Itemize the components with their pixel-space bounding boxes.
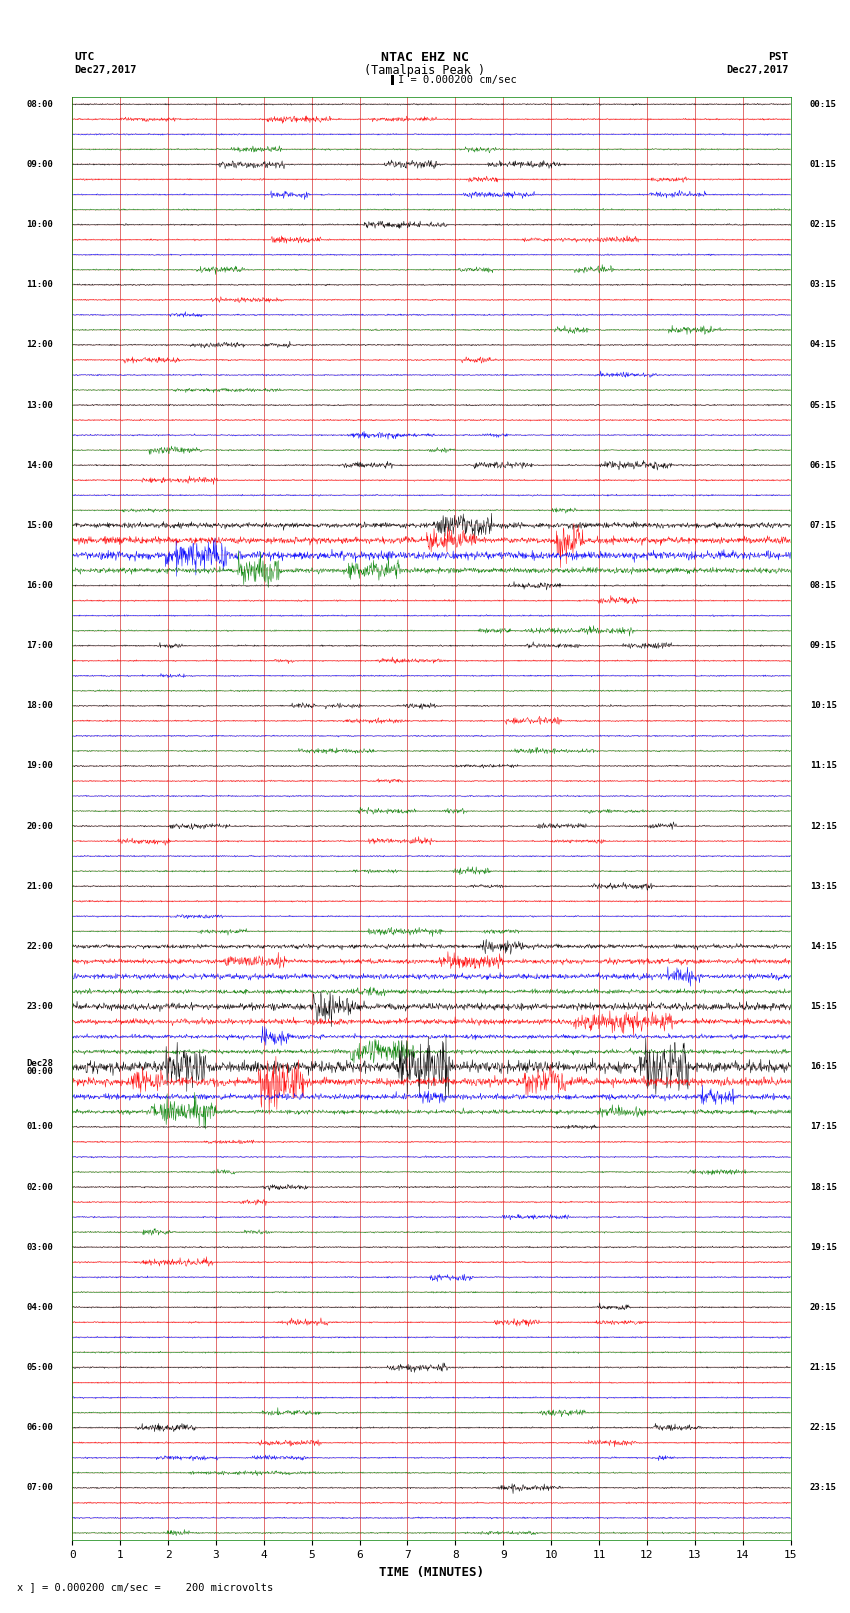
X-axis label: TIME (MINUTES): TIME (MINUTES) bbox=[379, 1566, 484, 1579]
Text: 13:15: 13:15 bbox=[810, 882, 836, 890]
Text: 17:00: 17:00 bbox=[26, 640, 53, 650]
Text: 23:15: 23:15 bbox=[810, 1484, 836, 1492]
Text: 08:15: 08:15 bbox=[810, 581, 836, 590]
Text: 18:00: 18:00 bbox=[26, 702, 53, 710]
Text: 04:15: 04:15 bbox=[810, 340, 836, 350]
Text: 18:15: 18:15 bbox=[810, 1182, 836, 1192]
Text: 15:00: 15:00 bbox=[26, 521, 53, 529]
Text: PST: PST bbox=[768, 52, 789, 63]
Text: NTAC EHZ NC: NTAC EHZ NC bbox=[381, 50, 469, 65]
Text: x ] = 0.000200 cm/sec =    200 microvolts: x ] = 0.000200 cm/sec = 200 microvolts bbox=[17, 1582, 273, 1592]
Text: 01:00: 01:00 bbox=[26, 1123, 53, 1131]
Text: 22:00: 22:00 bbox=[26, 942, 53, 952]
Text: 19:15: 19:15 bbox=[810, 1242, 836, 1252]
Text: 11:15: 11:15 bbox=[810, 761, 836, 771]
Text: 23:00: 23:00 bbox=[26, 1002, 53, 1011]
Text: 03:00: 03:00 bbox=[26, 1242, 53, 1252]
Text: I = 0.000200 cm/sec: I = 0.000200 cm/sec bbox=[398, 74, 517, 85]
Text: 20:00: 20:00 bbox=[26, 821, 53, 831]
Text: 09:15: 09:15 bbox=[810, 640, 836, 650]
Text: 14:00: 14:00 bbox=[26, 461, 53, 469]
Text: 08:00: 08:00 bbox=[26, 100, 53, 108]
Text: 13:00: 13:00 bbox=[26, 400, 53, 410]
Text: 10:00: 10:00 bbox=[26, 219, 53, 229]
Text: 15:15: 15:15 bbox=[810, 1002, 836, 1011]
Text: 06:00: 06:00 bbox=[26, 1423, 53, 1432]
Text: 00:15: 00:15 bbox=[810, 100, 836, 108]
Text: Dec27,2017: Dec27,2017 bbox=[726, 65, 789, 76]
Text: 05:00: 05:00 bbox=[26, 1363, 53, 1373]
Text: UTC: UTC bbox=[74, 52, 94, 63]
Text: 19:00: 19:00 bbox=[26, 761, 53, 771]
Text: 02:15: 02:15 bbox=[810, 219, 836, 229]
Text: 12:15: 12:15 bbox=[810, 821, 836, 831]
Text: 07:15: 07:15 bbox=[810, 521, 836, 529]
Text: 11:00: 11:00 bbox=[26, 281, 53, 289]
Text: 01:15: 01:15 bbox=[810, 160, 836, 169]
Text: 22:15: 22:15 bbox=[810, 1423, 836, 1432]
Text: Dec27,2017: Dec27,2017 bbox=[74, 65, 137, 76]
Text: 06:15: 06:15 bbox=[810, 461, 836, 469]
Text: 10:15: 10:15 bbox=[810, 702, 836, 710]
Text: 21:00: 21:00 bbox=[26, 882, 53, 890]
Text: 20:15: 20:15 bbox=[810, 1303, 836, 1311]
Text: 04:00: 04:00 bbox=[26, 1303, 53, 1311]
Text: 17:15: 17:15 bbox=[810, 1123, 836, 1131]
Text: 02:00: 02:00 bbox=[26, 1182, 53, 1192]
Text: 03:15: 03:15 bbox=[810, 281, 836, 289]
Text: 16:15: 16:15 bbox=[810, 1063, 836, 1071]
Text: 14:15: 14:15 bbox=[810, 942, 836, 952]
Text: 16:00: 16:00 bbox=[26, 581, 53, 590]
Text: (Tamalpais Peak ): (Tamalpais Peak ) bbox=[365, 63, 485, 77]
Text: 21:15: 21:15 bbox=[810, 1363, 836, 1373]
Text: 07:00: 07:00 bbox=[26, 1484, 53, 1492]
Text: Dec28: Dec28 bbox=[26, 1060, 53, 1068]
Text: 00:00: 00:00 bbox=[26, 1068, 53, 1076]
Text: 09:00: 09:00 bbox=[26, 160, 53, 169]
Text: 12:00: 12:00 bbox=[26, 340, 53, 350]
Text: 05:15: 05:15 bbox=[810, 400, 836, 410]
